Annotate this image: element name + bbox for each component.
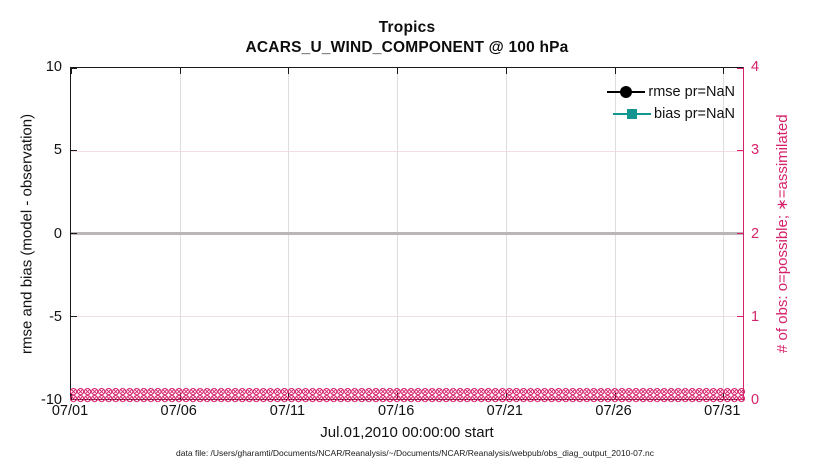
data-file-caption: data file: /Users/gharamti/Documents/NCA… — [176, 448, 654, 458]
x-tick-label: 07/11 — [269, 403, 306, 419]
top-tick — [505, 68, 507, 74]
right-tick — [737, 233, 743, 234]
right-tick — [737, 315, 743, 317]
right-tick — [737, 150, 743, 152]
x-tick-label: 07/01 — [51, 403, 89, 419]
top-tick — [397, 68, 399, 74]
top-tick — [614, 68, 616, 74]
x-tick-label: 07/21 — [486, 403, 523, 419]
legend-item: bias pr=NaN — [607, 103, 735, 125]
left-tick-label: -5 — [49, 308, 62, 325]
chart-subtitle: ACARS_U_WIND_COMPONENT @ 100 hPa — [245, 39, 569, 56]
right-tick-label: 0 — [751, 392, 760, 408]
left-tick — [71, 233, 77, 234]
right-tick-label: 4 — [751, 59, 760, 75]
legend-item-label: rmse pr=NaN — [648, 84, 735, 100]
right-tick — [737, 67, 743, 69]
top-tick — [723, 68, 725, 74]
plot-area: rmse pr=NaN bias pr=NaN — [69, 67, 746, 403]
legend: rmse pr=NaN bias pr=NaN — [607, 81, 735, 125]
top-tick — [179, 68, 181, 74]
top-tick — [71, 68, 72, 74]
left-tick-label: 5 — [53, 142, 62, 159]
square-marker-icon — [627, 109, 637, 119]
x-axis-label: Jul.01,2010 00:00:00 start — [320, 424, 494, 441]
legend-sample — [607, 85, 646, 99]
x-tick-label: 07/16 — [377, 403, 415, 419]
right-tick — [737, 398, 743, 400]
chart-title: Tropics — [378, 19, 436, 36]
right-axis-gridline — [71, 150, 743, 152]
right-axis-gridline — [71, 316, 743, 318]
bottom-tick — [288, 393, 290, 399]
x-tick-label: 07/31 — [704, 403, 741, 419]
x-tick-label: 07/06 — [160, 403, 197, 419]
left-tick-label: 0 — [53, 225, 62, 242]
obs-count-marker-band — [69, 388, 746, 403]
zero-line — [71, 232, 743, 235]
bottom-tick — [723, 393, 725, 399]
left-tick — [71, 150, 77, 152]
right-tick-label: 3 — [751, 142, 760, 159]
circle-marker-icon — [620, 86, 633, 98]
left-tick-label: -10 — [41, 392, 62, 408]
legend-sample — [613, 107, 651, 121]
top-tick — [288, 68, 290, 74]
left-tick-label: 10 — [45, 59, 62, 75]
left-tick — [71, 315, 77, 317]
bottom-tick — [505, 393, 507, 399]
legend-item-label: bias pr=NaN — [654, 106, 735, 122]
right-tick-label: 2 — [751, 225, 760, 242]
legend-item: rmse pr=NaN — [607, 81, 735, 103]
x-tick-label: 07/26 — [595, 403, 632, 419]
left-tick — [71, 67, 77, 69]
title-block: Tropics ACARS_U_WIND_COMPONENT @ 100 hPa — [70, 18, 744, 58]
right-tick-label: 1 — [751, 308, 760, 325]
